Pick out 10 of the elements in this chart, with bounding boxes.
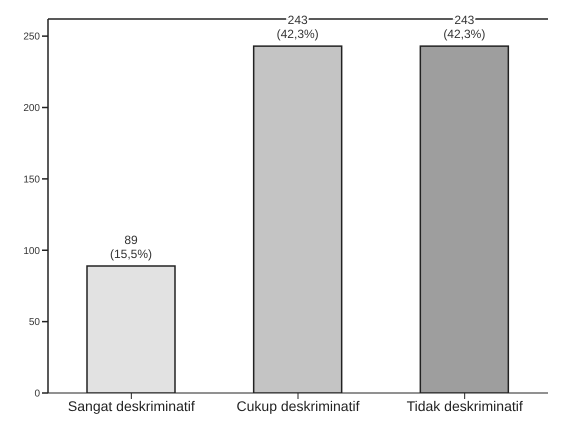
y-tick-label: 200 <box>23 103 40 114</box>
y-tick-label: 100 <box>23 246 40 257</box>
y-tick-label: 50 <box>28 317 40 328</box>
y-tick-label: 150 <box>23 174 40 186</box>
y-tick-label: 0 <box>34 388 40 400</box>
data-label: 89 (15,5%) <box>110 232 152 261</box>
x-tick-label: Sangat deskriminatif <box>68 398 195 414</box>
y-tick-label: 250 <box>23 32 40 43</box>
x-tick-label: Cukup deskriminatif <box>236 398 360 414</box>
x-tick-label: Tidak deskriminatif <box>406 398 523 414</box>
